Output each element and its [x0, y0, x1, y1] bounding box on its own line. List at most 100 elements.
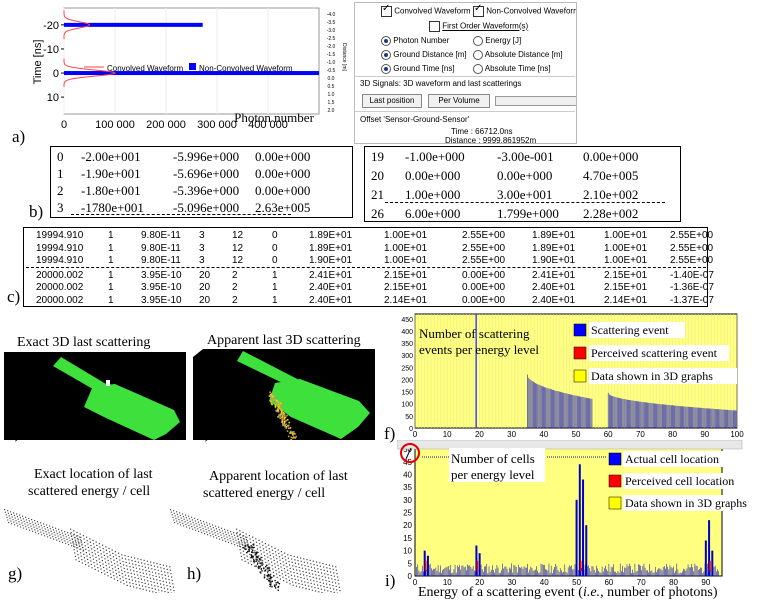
cloud-point — [276, 558, 278, 560]
cloud-point — [216, 537, 218, 539]
cloud-point — [327, 590, 329, 592]
cloud-point-extra — [278, 583, 281, 585]
cloud-point — [90, 563, 92, 565]
cloud-point — [136, 571, 138, 573]
cloud-point — [217, 533, 219, 535]
cloud-point — [259, 562, 261, 564]
table-cell: 1 — [108, 269, 114, 281]
scatter-dot — [284, 424, 286, 426]
chart-i-top-strip — [397, 440, 743, 450]
cloud-point — [323, 569, 325, 571]
cloud-point — [265, 546, 267, 548]
cloud-point — [153, 565, 155, 567]
cloud-point — [156, 579, 158, 581]
table-cell: 0.00E+00 — [462, 282, 506, 293]
cloud-point — [83, 538, 85, 540]
cloud-point — [325, 580, 327, 582]
chart-a-right-tick-label: 1.0 — [328, 92, 335, 98]
cloud-point-extra — [250, 545, 252, 547]
cloud-point — [133, 586, 135, 588]
cloud-point — [158, 573, 160, 575]
cloud-point — [320, 588, 322, 590]
cloud-point — [73, 543, 75, 545]
cloud-point — [73, 549, 75, 551]
cloud-point — [118, 556, 120, 558]
nonconvolved-checkbox[interactable] — [473, 3, 484, 17]
cloud-point — [37, 521, 39, 523]
cloud-point — [337, 576, 339, 578]
chart-i-xlabel-ie: i.e. — [582, 585, 601, 600]
render-e-corner — [193, 349, 203, 357]
table-cell: 20 — [199, 269, 211, 281]
cloud-point — [56, 532, 58, 535]
cloud-point-extra — [267, 573, 269, 576]
last-position-button[interactable]: Last position — [362, 94, 422, 108]
cloud-point — [76, 544, 78, 546]
ground-distance-radio[interactable] — [381, 50, 391, 60]
cloud-point — [74, 537, 76, 539]
cloud-point — [113, 575, 115, 577]
cloud-point — [233, 532, 235, 534]
cloud-point — [101, 556, 103, 558]
cloud-point — [283, 564, 285, 566]
chart-f-legend-swatch — [573, 346, 587, 360]
slider-track[interactable] — [495, 96, 577, 106]
ground-time-radio[interactable] — [381, 64, 391, 74]
cloud-point — [84, 560, 86, 562]
cloud-point — [267, 560, 269, 562]
cloud-point — [98, 555, 100, 557]
table-cell: 9.80E-11 — [141, 242, 181, 254]
cloud-point — [307, 582, 309, 584]
cloud-point — [24, 523, 26, 525]
cloud-point — [114, 551, 116, 553]
cloud-point — [10, 513, 12, 515]
time-readout: Time : 66712.0ns — [451, 127, 513, 136]
cloud-point — [107, 556, 109, 558]
cloud-point — [269, 554, 271, 556]
cloud-point — [304, 581, 306, 583]
cloud-point — [323, 586, 325, 588]
table-cell: 2.28e+002 — [583, 206, 639, 221]
cloud-point — [241, 542, 243, 544]
absolute-distance-radio[interactable] — [473, 50, 483, 60]
cloud-point — [131, 576, 133, 578]
per-volume-button[interactable]: Per Volume — [428, 94, 490, 108]
convolved-checkbox[interactable] — [381, 3, 392, 17]
scatter-dot — [276, 402, 278, 404]
cloud-point — [141, 565, 143, 567]
ground-distance-radio-label: Ground Distance [m] — [393, 50, 467, 60]
cloud-point — [291, 578, 293, 580]
energy-radio[interactable] — [473, 36, 483, 46]
cloud-point — [218, 535, 220, 538]
cloud-point — [330, 591, 332, 593]
cloud-point — [317, 584, 319, 586]
cloud-point — [171, 576, 173, 578]
cloud-point — [28, 517, 30, 519]
cloud-point — [288, 579, 290, 581]
cloud-point — [331, 578, 333, 580]
cloud-point — [112, 556, 114, 558]
cloud-point-extra — [252, 544, 255, 546]
cloud-point-extra — [268, 567, 270, 570]
cloud-point — [94, 553, 96, 555]
caption-d: Exact 3D last scattering — [17, 335, 151, 350]
cloud-point-extra — [271, 576, 273, 579]
cloud-point — [316, 581, 318, 583]
cloud-point-extra — [268, 577, 270, 580]
chart-i-xtick-label: 50 — [572, 578, 581, 587]
cloud-point — [121, 554, 123, 556]
table-cell: 1.799e+000 — [497, 206, 559, 221]
first-order-checkbox[interactable] — [429, 21, 440, 32]
chart-i-xtick-label: 40 — [540, 578, 549, 587]
cloud-point — [267, 556, 269, 558]
cloud-point-extra — [269, 580, 271, 583]
cloud-point-extra — [270, 581, 272, 583]
cloud-point — [155, 572, 157, 574]
cloud-point — [280, 563, 282, 565]
cloud-point — [262, 548, 264, 550]
absolute-time-radio[interactable] — [473, 64, 483, 74]
photon-number-radio[interactable] — [381, 36, 391, 46]
cloud-point — [239, 545, 241, 547]
cloud-point-extra — [267, 575, 269, 578]
scatter-dot — [272, 395, 274, 398]
